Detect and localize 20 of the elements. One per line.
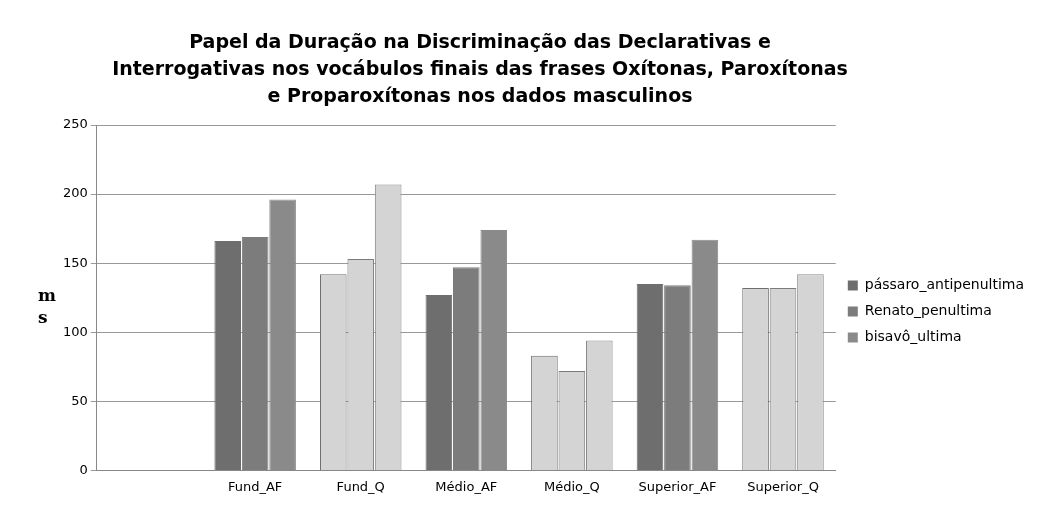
y-tick-label: 250 xyxy=(62,116,88,132)
bar xyxy=(214,241,242,470)
x-tick-label: Médio_AF xyxy=(435,478,498,494)
bar xyxy=(425,294,453,470)
y-tick-label: 50 xyxy=(71,392,88,408)
y-tick-label: 200 xyxy=(62,185,88,201)
y-axis-title: ms xyxy=(38,284,56,328)
x-tick-label: Fund_Q xyxy=(336,478,385,494)
x-tick-label: Superior_Q xyxy=(747,478,819,494)
legend-label: bisavô_ultima xyxy=(864,328,962,345)
x-tick-label: Fund_AF xyxy=(227,478,283,494)
legend-label: pássaro_antipenultima xyxy=(864,276,1025,293)
x-tick-label: Médio_Q xyxy=(543,478,600,494)
x-tick-label: Superior_AF xyxy=(638,478,717,494)
legend-label: Renato_penultima xyxy=(864,302,992,319)
chart-title: Papel da Duração na Discriminação das Declarativas e Interrogativas nos vocábulos finais das frases Oxítonas, Paroxítonas e Proparoxítonas nos dados masculinos xyxy=(111,29,849,108)
bar xyxy=(636,283,664,470)
y-tick-label: 0 xyxy=(79,461,88,477)
y-tick-label: 150 xyxy=(62,254,88,270)
y-tick-label: 100 xyxy=(62,323,88,339)
